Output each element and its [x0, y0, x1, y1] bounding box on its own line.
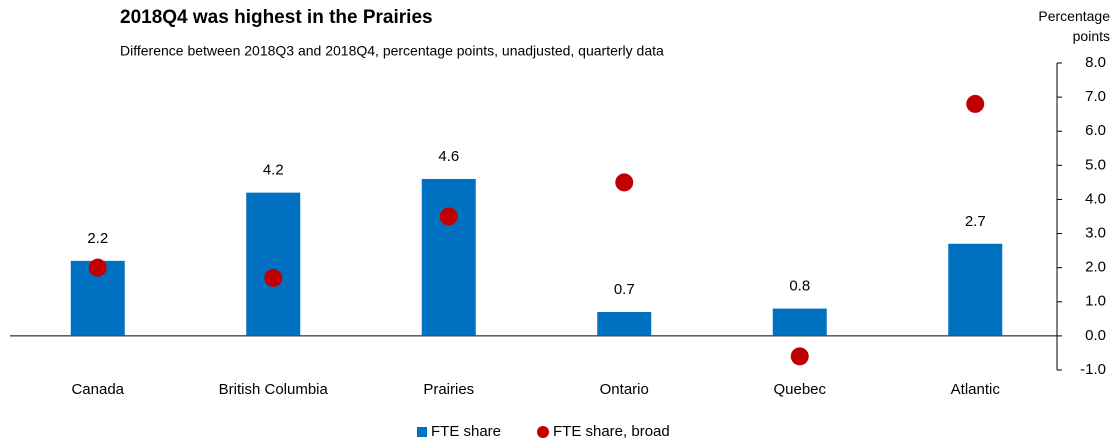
y-tick-label: 1.0 [1085, 293, 1106, 310]
legend-swatch [537, 426, 549, 438]
bar [246, 192, 301, 336]
y-tick-label: 3.0 [1085, 225, 1106, 242]
x-tick-label: Quebec [773, 381, 826, 398]
bar-value-label: 4.2 [263, 162, 284, 179]
x-tick-label: Canada [71, 381, 124, 398]
y-tick-label: 6.0 [1085, 122, 1106, 139]
bar-value-label: 2.2 [87, 230, 108, 247]
y-tick-label: 5.0 [1085, 156, 1106, 173]
chart-subtitle: Difference between 2018Q3 and 2018Q4, pe… [120, 43, 664, 59]
dot [790, 347, 809, 366]
bar [772, 308, 827, 336]
dot [615, 173, 634, 192]
x-tick-label: Atlantic [951, 381, 1001, 398]
bar-value-label: 2.7 [965, 213, 986, 230]
y-tick-label: 8.0 [1085, 54, 1106, 71]
dot [88, 258, 107, 277]
legend-label: FTE share [431, 423, 501, 440]
x-tick-label: Ontario [600, 381, 649, 398]
dot [439, 207, 458, 226]
dot [966, 94, 985, 113]
bar-value-label: 0.7 [614, 281, 635, 298]
y-tick-label: 0.0 [1085, 327, 1106, 344]
x-tick-label: Prairies [423, 381, 474, 398]
y-tick-label: 2.0 [1085, 259, 1106, 276]
bar-value-label: 0.8 [789, 278, 810, 295]
bar [597, 312, 652, 336]
chart-title: 2018Q4 was highest in the Prairies [120, 7, 433, 28]
y-tick-label: -1.0 [1080, 361, 1106, 378]
y-axis-label-box: Percentage points [1038, 8, 1110, 44]
bar [421, 178, 476, 336]
y-axis-label: Percentage points [1038, 8, 1110, 44]
bar-value-label: 4.6 [438, 148, 459, 165]
x-tick-label: British Columbia [219, 381, 329, 398]
bar [948, 243, 1003, 336]
dot [264, 268, 283, 287]
y-tick-label: 7.0 [1085, 88, 1106, 105]
y-tick-label: 4.0 [1085, 190, 1106, 207]
legend-swatch [417, 427, 427, 437]
legend-label: FTE share, broad [553, 423, 670, 440]
